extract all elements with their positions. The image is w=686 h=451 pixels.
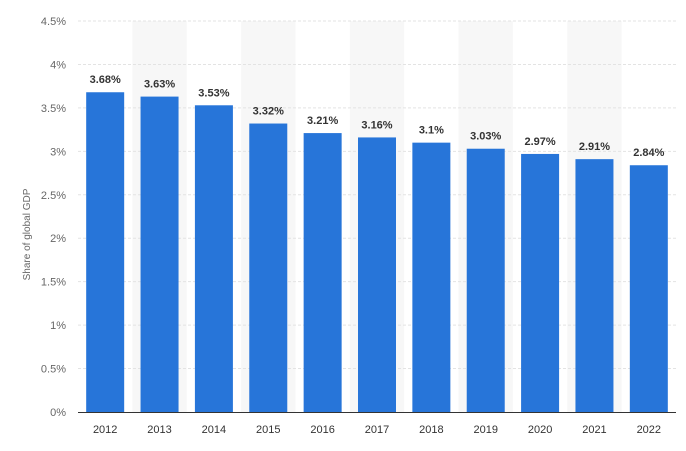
y-tick-label: 0% [50, 407, 66, 419]
y-tick-label: 1% [50, 320, 66, 332]
x-tick-label: 2013 [147, 424, 171, 436]
y-tick-label: 3% [50, 146, 66, 158]
bar [521, 153, 560, 412]
x-tick-label: 2014 [202, 424, 226, 436]
y-tick-label: 2% [50, 233, 66, 245]
data-label: 3.63% [144, 79, 175, 91]
y-tick-label: 2.5% [41, 190, 66, 202]
x-axis: 2012 2013 2014 2015 2016 2017 2018 2019 2020 2021… [78, 412, 676, 436]
bar [86, 92, 125, 412]
y-tick-label: 0.5% [41, 364, 66, 376]
data-label: 3.21% [307, 115, 338, 127]
data-label: 2.97% [524, 136, 555, 148]
data-label: 3.68% [90, 74, 121, 86]
data-label: 3.32% [253, 106, 284, 118]
data-labels: 3.68% 3.63% 3.53% 3.32% 3.21% 3.16% 3.1% 3.03% 2… [90, 74, 665, 159]
bar [358, 137, 396, 413]
y-tick-label: 4% [50, 59, 66, 71]
bar [466, 148, 505, 412]
y-axis-title: Share of global GDP [22, 188, 33, 280]
bars [86, 92, 668, 413]
x-tick-label: 2021 [582, 424, 606, 436]
x-tick-label: 2015 [256, 424, 280, 436]
x-tick-label: 2012 [93, 424, 117, 436]
x-tick-label: 2018 [419, 424, 443, 436]
x-tick-label: 2019 [473, 424, 497, 436]
data-label: 3.53% [198, 87, 229, 99]
x-tick-label: 2022 [637, 424, 661, 436]
bar [412, 142, 451, 412]
y-tick-label: 1.5% [41, 277, 66, 289]
bar [575, 159, 614, 412]
bar [303, 133, 342, 412]
data-label: 2.91% [579, 141, 610, 153]
data-label: 3.03% [470, 131, 501, 143]
y-tick-label: 3.5% [41, 103, 66, 115]
bar [629, 165, 668, 412]
bar [140, 96, 179, 413]
x-tick-label: 2017 [365, 424, 389, 436]
bar [194, 105, 233, 412]
data-label: 3.1% [419, 125, 444, 137]
bar [249, 123, 288, 412]
data-label: 2.84% [633, 147, 664, 159]
y-axis: 0% 0.5% 1% 1.5% 2% 2.5% 3% 3.5% 4% 4.5% [41, 16, 66, 419]
x-tick-label: 2020 [528, 424, 552, 436]
y-tick-label: 4.5% [41, 16, 66, 28]
x-tick-label: 2016 [310, 424, 334, 436]
data-label: 3.16% [361, 119, 392, 131]
